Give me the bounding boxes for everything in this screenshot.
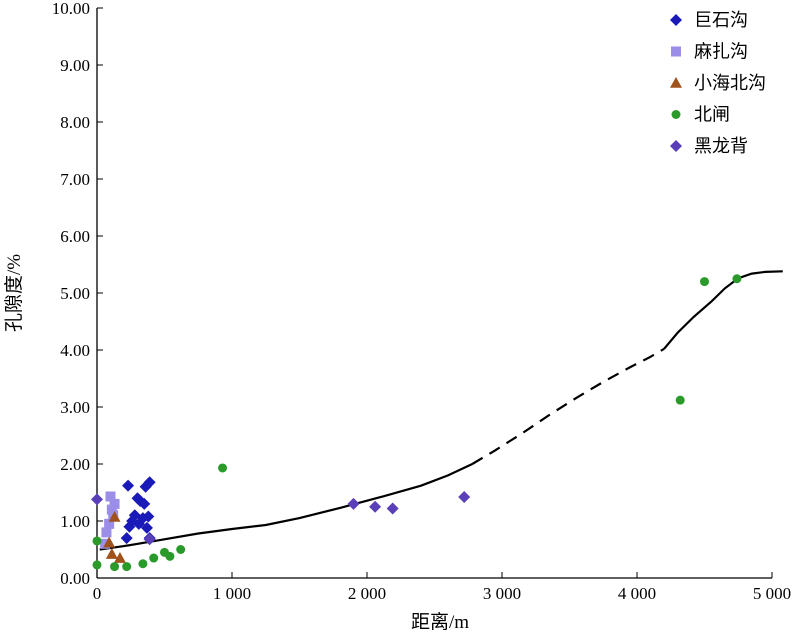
point-series-4	[143, 533, 156, 546]
point-series-4	[458, 491, 471, 504]
point-series-4	[386, 502, 399, 515]
y-tick-label: 4.00	[60, 341, 90, 360]
point-series-1	[104, 518, 115, 529]
point-series-3	[92, 560, 102, 570]
trend-line-solid	[99, 463, 473, 551]
y-tick-label: 7.00	[60, 170, 90, 189]
point-series-0	[123, 520, 136, 533]
legend-label: 麻扎沟	[694, 42, 748, 62]
legend-marker	[671, 110, 681, 119]
point-series-2	[103, 536, 116, 548]
point-series-3	[149, 553, 159, 563]
point-series-2	[108, 511, 121, 522]
y-tick-label: 1.00	[60, 512, 90, 531]
point-series-1	[106, 504, 117, 515]
axes: 0.00 1.00 2.00 3.00 4.00 5.00 6.00 7.00 8.00 9.00…	[52, 0, 791, 603]
point-series-3	[165, 551, 175, 561]
point-series-3	[732, 274, 742, 284]
point-series-0	[138, 497, 151, 510]
point-series-1	[109, 498, 120, 509]
y-tick-label: 5.00	[60, 284, 90, 303]
y-tick-label: 3.00	[60, 398, 90, 417]
point-series-0	[140, 521, 153, 534]
point-series-1	[105, 491, 116, 502]
point-series-3	[218, 463, 228, 473]
point-series-0	[142, 510, 155, 523]
point-series-0	[122, 479, 135, 492]
point-series-3	[700, 277, 709, 287]
point-series-3	[176, 545, 186, 554]
x-tick-label: 5 000	[753, 584, 791, 603]
point-series-3	[92, 536, 102, 546]
point-series-3	[675, 395, 685, 405]
point-series-3	[122, 562, 132, 572]
point-series-0	[132, 517, 145, 530]
point-series-2	[113, 552, 126, 563]
point-series-1	[101, 527, 112, 538]
point-series-4	[347, 497, 360, 510]
y-tick-label: 2.00	[60, 455, 90, 474]
trend-curve	[99, 270, 783, 551]
x-tick-label: 0	[93, 584, 102, 603]
trend-line-solid	[663, 270, 783, 350]
y-tick-label: 9.00	[60, 56, 90, 75]
legend-marker	[670, 14, 682, 26]
trend-line-dashed	[471, 347, 665, 465]
x-tick-label: 3 000	[483, 584, 521, 603]
data-points	[91, 274, 742, 572]
point-series-0	[120, 532, 133, 545]
x-tick-label: 1 000	[213, 584, 251, 603]
point-series-1	[100, 538, 111, 549]
point-series-3	[138, 559, 148, 569]
x-tick-label: 4 000	[618, 584, 656, 603]
y-tick-label: 6.00	[60, 227, 90, 246]
y-tick-label: 8.00	[60, 113, 90, 132]
legend-label: 小海北沟	[694, 73, 766, 93]
y-tick-label: 10.00	[52, 0, 90, 18]
legend-marker	[670, 77, 682, 88]
legend-marker	[670, 140, 682, 152]
legend-marker	[671, 46, 681, 57]
legend-label: 巨石沟	[694, 10, 748, 30]
legend-label: 黑龙背	[694, 136, 748, 156]
x-tick-label: 2 000	[348, 584, 386, 603]
y-tick-label: 0.00	[60, 569, 90, 588]
y-axis-label: 孔隙度/%	[3, 254, 25, 332]
point-series-0	[139, 480, 152, 493]
point-series-3	[110, 562, 120, 572]
point-series-4	[369, 500, 382, 513]
point-series-2	[105, 548, 118, 559]
legend-label: 北闸	[694, 105, 730, 125]
point-series-4	[91, 493, 103, 506]
x-axis-label: 距离/m	[411, 611, 469, 633]
